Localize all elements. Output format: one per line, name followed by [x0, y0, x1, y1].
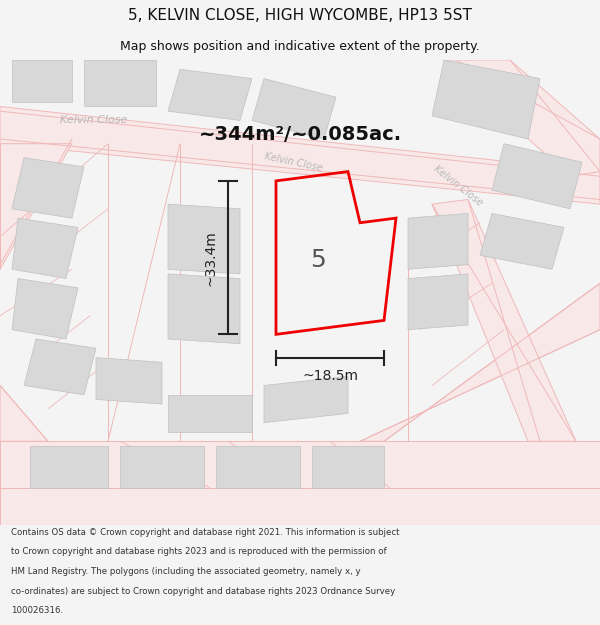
Text: Kelvin Close: Kelvin Close [432, 163, 485, 208]
Text: to Crown copyright and database rights 2023 and is reproduced with the permissio: to Crown copyright and database rights 2… [11, 548, 386, 556]
Text: Contains OS data © Crown copyright and database right 2021. This information is : Contains OS data © Crown copyright and d… [11, 528, 400, 537]
Polygon shape [0, 144, 72, 269]
Polygon shape [480, 214, 564, 269]
Text: Kelvin Close: Kelvin Close [264, 151, 324, 173]
Polygon shape [24, 339, 96, 395]
Text: ~344m²/~0.085ac.: ~344m²/~0.085ac. [199, 125, 401, 144]
Text: ~18.5m: ~18.5m [302, 369, 358, 383]
Text: 5, KELVIN CLOSE, HIGH WYCOMBE, HP13 5ST: 5, KELVIN CLOSE, HIGH WYCOMBE, HP13 5ST [128, 8, 472, 22]
Polygon shape [444, 60, 600, 176]
Polygon shape [216, 446, 300, 488]
Polygon shape [12, 279, 78, 339]
Polygon shape [168, 274, 240, 344]
Text: ~33.4m: ~33.4m [203, 230, 217, 286]
Polygon shape [408, 274, 468, 330]
Polygon shape [12, 158, 84, 218]
Polygon shape [12, 218, 78, 279]
Polygon shape [96, 357, 162, 404]
Polygon shape [408, 214, 468, 269]
Text: co-ordinates) are subject to Crown copyright and database rights 2023 Ordnance S: co-ordinates) are subject to Crown copyr… [11, 586, 395, 596]
Polygon shape [264, 376, 348, 423]
Polygon shape [84, 60, 156, 106]
Polygon shape [30, 446, 108, 488]
Polygon shape [12, 60, 72, 102]
Polygon shape [168, 395, 252, 432]
Text: HM Land Registry. The polygons (including the associated geometry, namely x, y: HM Land Registry. The polygons (includin… [11, 567, 361, 576]
Polygon shape [168, 204, 240, 274]
Polygon shape [432, 60, 540, 139]
Text: Kelvin Close: Kelvin Close [60, 116, 127, 126]
Polygon shape [360, 283, 600, 441]
Polygon shape [312, 446, 384, 488]
Text: Map shows position and indicative extent of the property.: Map shows position and indicative extent… [120, 40, 480, 53]
Polygon shape [168, 69, 252, 121]
Text: 5: 5 [310, 248, 326, 272]
Polygon shape [492, 144, 582, 209]
Polygon shape [0, 441, 600, 525]
Polygon shape [120, 446, 204, 488]
Polygon shape [0, 386, 48, 441]
Polygon shape [0, 106, 600, 204]
Text: 100026316.: 100026316. [11, 606, 63, 615]
Polygon shape [252, 79, 336, 139]
Polygon shape [432, 199, 576, 441]
